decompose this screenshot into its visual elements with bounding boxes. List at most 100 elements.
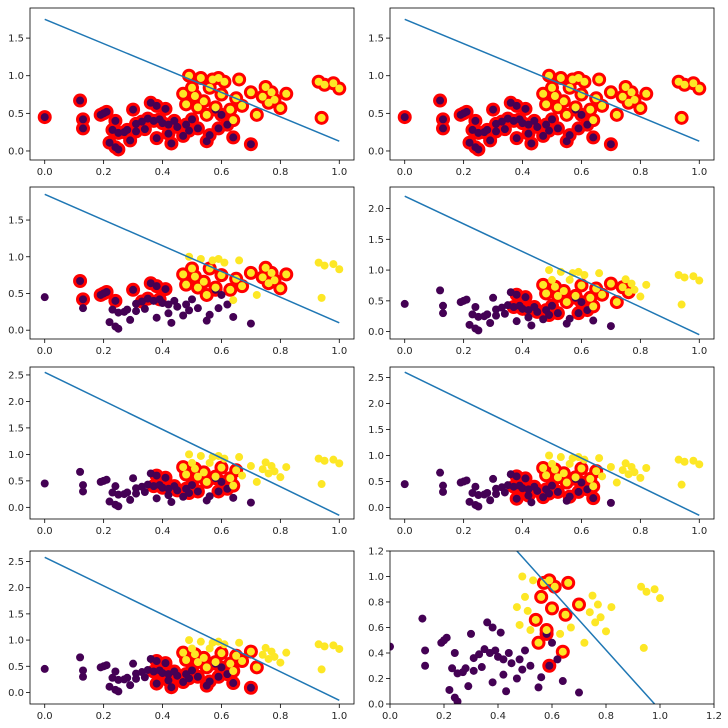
data-point-class1 (598, 472, 607, 481)
data-point-class1 (246, 88, 255, 97)
data-point-class1 (190, 272, 199, 281)
data-point-class0 (129, 659, 138, 668)
y-tick-label: 0.6 (368, 623, 384, 634)
data-point-class0 (492, 127, 501, 136)
data-point-class1 (550, 282, 559, 291)
x-tick-label: 1.0 (331, 167, 347, 178)
data-point-class0 (114, 490, 123, 499)
data-point-class1 (335, 459, 344, 468)
data-point-class1 (182, 100, 191, 109)
data-point-class0 (439, 301, 448, 310)
data-point-class1 (282, 463, 291, 472)
y-tick-label: 0.5 (8, 289, 24, 300)
data-point-class0 (205, 310, 214, 319)
data-point-class0 (589, 316, 598, 325)
data-point-class1 (217, 649, 226, 658)
data-point-class0 (527, 498, 536, 507)
x-tick-label: 1.0 (691, 526, 707, 537)
data-point-class0 (489, 105, 498, 114)
data-point-class0 (492, 311, 501, 320)
data-point-class0 (114, 502, 123, 511)
y-tick-label: 0.5 (368, 296, 384, 307)
data-point-class0 (193, 304, 202, 313)
data-point-class1 (314, 77, 323, 86)
data-point-class1 (521, 592, 529, 601)
data-point-class0 (539, 493, 548, 502)
data-point-class0 (488, 623, 497, 632)
data-point-class1 (335, 644, 344, 653)
data-point-class0 (102, 107, 111, 116)
data-point-class0 (518, 665, 527, 674)
data-point-class1 (695, 460, 704, 469)
data-point-class0 (489, 474, 498, 483)
data-point-class1 (214, 73, 223, 82)
data-point-class0 (40, 113, 49, 122)
x-tick-label: 0.4 (155, 711, 171, 722)
data-point-class1 (267, 88, 276, 97)
data-point-class1 (606, 88, 615, 97)
y-tick-label: 1.5 (368, 425, 384, 436)
data-point-class0 (483, 310, 492, 319)
x-tick-label: 0.8 (632, 167, 648, 178)
data-point-class0 (123, 488, 132, 497)
data-point-class0 (453, 697, 462, 704)
data-point-class1 (246, 647, 255, 656)
data-point-class1 (229, 481, 238, 490)
data-point-class0 (548, 638, 556, 647)
data-point-class1 (276, 658, 285, 667)
y-tick-label: 2.0 (8, 583, 24, 594)
subplot-1: 0.0 0.2 0.4 0.6 0.8 1.0 0.0 0.5 1.0 1.5 (8, 7, 355, 178)
x-tick-label: 0.4 (515, 526, 531, 537)
data-point-class1 (542, 626, 551, 635)
data-point-class0 (439, 115, 448, 124)
data-point-class1 (695, 84, 704, 93)
decision-line (44, 18, 340, 142)
data-point-class0 (179, 311, 188, 320)
data-point-class1 (270, 276, 279, 285)
data-point-class1 (695, 276, 704, 285)
data-point-class0 (465, 497, 474, 506)
x-tick-label: 1.0 (691, 167, 707, 178)
data-point-class0 (152, 471, 161, 480)
x-tick-label: 0.4 (155, 526, 171, 537)
data-point-class0 (471, 303, 480, 311)
data-point-class1 (553, 291, 562, 300)
data-point-class1 (589, 302, 598, 311)
plot-area (400, 371, 704, 517)
data-point-class0 (524, 120, 533, 129)
data-point-class1 (674, 77, 683, 86)
data-point-class1 (642, 89, 651, 98)
data-point-class0 (123, 305, 132, 314)
data-point-class0 (158, 483, 167, 492)
x-tick-label: 0.6 (574, 167, 590, 178)
data-point-class0 (583, 120, 592, 129)
data-point-class1 (193, 103, 202, 112)
data-point-class1 (680, 457, 689, 466)
data-point-class0 (173, 671, 182, 680)
data-point-class1 (202, 290, 211, 299)
x-tick-label: 0.8 (272, 526, 288, 537)
data-point-class1 (559, 469, 568, 478)
data-point-class0 (205, 492, 214, 501)
data-point-class0 (512, 472, 521, 481)
x-tick-label: 0.4 (155, 346, 171, 357)
data-point-class1 (589, 116, 598, 125)
data-point-class1 (190, 650, 199, 659)
data-point-class1 (264, 279, 273, 288)
data-point-class0 (534, 683, 543, 692)
data-point-class1 (235, 453, 244, 462)
data-point-class0 (606, 498, 615, 507)
data-point-class1 (677, 300, 686, 309)
data-point-class1 (320, 261, 329, 270)
data-point-class0 (553, 655, 562, 664)
data-point-class0 (589, 133, 598, 142)
data-point-class0 (442, 633, 451, 642)
data-point-class0 (167, 139, 176, 148)
x-tick-label: 0.0 (37, 526, 53, 537)
data-point-class1 (314, 258, 323, 267)
data-point-class0 (450, 649, 459, 657)
data-point-class1 (270, 467, 279, 476)
data-point-class0 (521, 293, 530, 302)
data-point-class1 (320, 642, 329, 651)
data-point-class0 (152, 313, 161, 322)
